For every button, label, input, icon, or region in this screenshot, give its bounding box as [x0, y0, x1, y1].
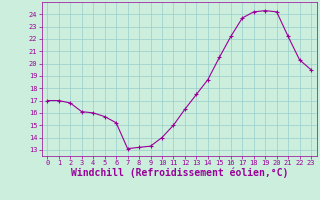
- X-axis label: Windchill (Refroidissement éolien,°C): Windchill (Refroidissement éolien,°C): [70, 168, 288, 178]
